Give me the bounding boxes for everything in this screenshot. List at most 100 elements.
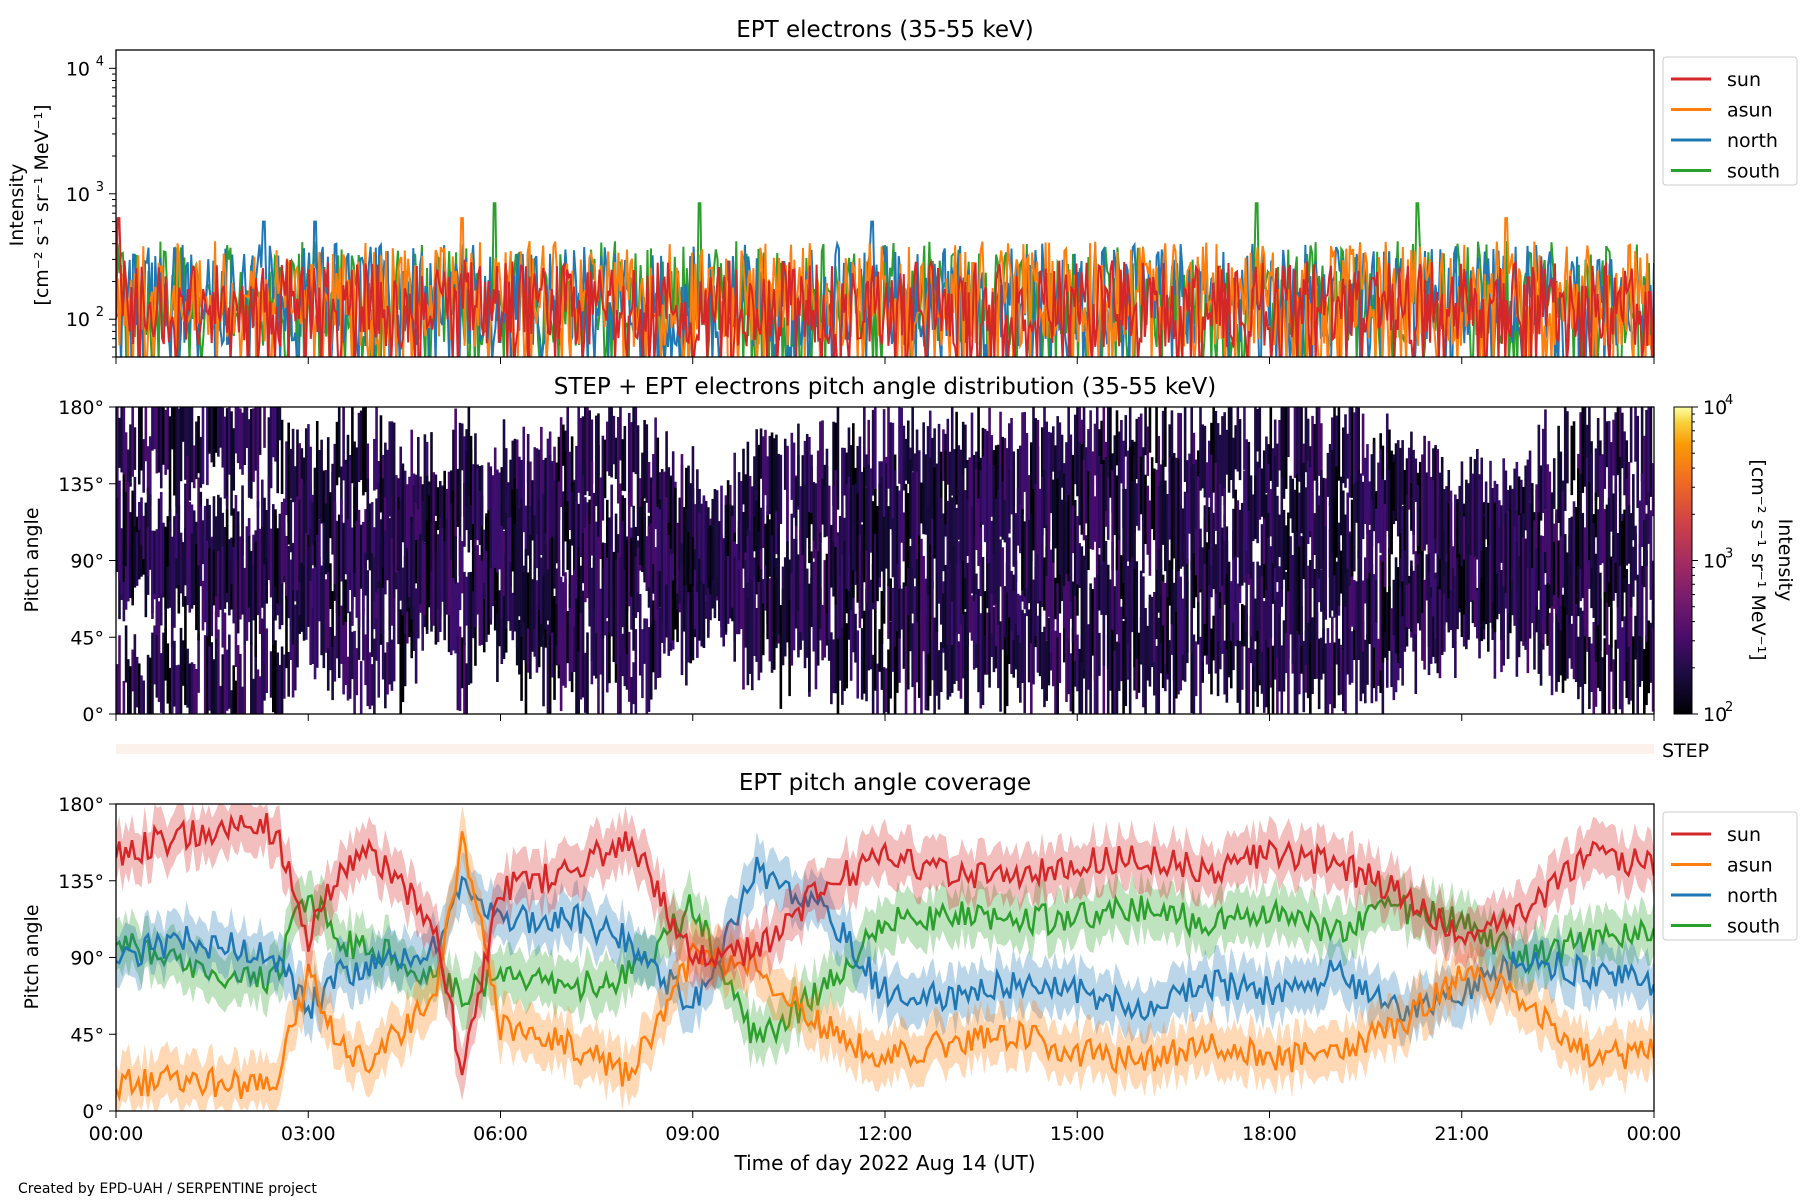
pad-heatmap-cell: [1025, 433, 1029, 534]
pad-heatmap-cell: [1019, 503, 1022, 554]
pad-heatmap-cell: [474, 433, 477, 539]
pad-heatmap-cell: [1126, 450, 1130, 562]
pad-heatmap-cell: [1324, 478, 1328, 527]
pad-heatmap-cell: [1379, 449, 1382, 553]
pad-heatmap-cell: [1084, 624, 1088, 714]
pad-heatmap-cell: [663, 502, 666, 557]
pad-heatmap-cell: [1390, 486, 1393, 555]
pad-heatmap-cell: [1095, 524, 1099, 634]
pad-heatmap-cell: [353, 486, 356, 573]
pad-heatmap-cell: [419, 533, 422, 605]
pad-heatmap-cell: [212, 659, 216, 714]
pad-heatmap-cell: [562, 491, 565, 577]
pad-heatmap-cell: [1262, 601, 1266, 713]
pad-heatmap-cell: [1243, 407, 1246, 470]
pad-heatmap-cell: [845, 623, 849, 689]
pad-heatmap-cell: [463, 571, 466, 646]
pad-heatmap-cell: [1054, 467, 1057, 549]
pad-heatmap-cell: [1016, 598, 1020, 688]
pad-heatmap-cell: [1267, 645, 1270, 714]
pad-heatmap-cell: [296, 566, 299, 668]
pad-heatmap-cell: [931, 625, 934, 681]
pad-heatmap-cell: [1574, 506, 1578, 604]
pad-heatmap-cell: [1399, 587, 1402, 669]
pad-heatmap-cell: [177, 504, 181, 585]
pad-heatmap-cell: [711, 527, 715, 580]
pad-heatmap-cell: [381, 478, 385, 568]
pad-heatmap-cell: [680, 563, 684, 676]
intensity-legend-label-north: north: [1727, 130, 1778, 152]
pad-heatmap-cell: [928, 617, 932, 696]
pad-heatmap-cell: [366, 619, 370, 707]
pad-heatmap-cell: [436, 534, 440, 609]
pad-heatmap-cell: [1372, 442, 1376, 532]
pad-heatmap-cell: [1445, 524, 1448, 598]
pad-heatmap-cell: [272, 504, 275, 617]
pad-heatmap-cell: [665, 557, 668, 638]
pad-heatmap-cell: [1008, 537, 1011, 618]
pad-heatmap-cell: [1124, 595, 1128, 707]
pad-heatmap-cell: [1148, 500, 1152, 576]
pad-heatmap-cell: [515, 488, 519, 594]
pad-heatmap-cell: [447, 593, 451, 653]
pad-heatmap-cell: [1225, 429, 1229, 475]
pad-heatmap-cell: [1645, 635, 1648, 706]
pad-heatmap-cell: [610, 547, 613, 637]
pad-heatmap-cell: [768, 578, 772, 662]
pad-heatmap-cell: [285, 441, 288, 516]
pad-heatmap-cell: [1284, 525, 1288, 570]
pad-heatmap-cell: [1298, 407, 1301, 482]
pad-heatmap-cell: [834, 583, 838, 694]
pad-heatmap-cell: [770, 531, 774, 579]
pad-heatmap-cell: [702, 532, 706, 648]
pad-heatmap-cell: [1168, 457, 1172, 540]
pad-heatmap-cell: [1159, 560, 1163, 644]
pad-heatmap-cell: [1649, 622, 1653, 683]
pad-heatmap-cell: [1342, 627, 1345, 712]
pad-heatmap-cell: [1190, 407, 1193, 491]
pad-heatmap-cell: [678, 497, 682, 570]
pad-heatmap-cell: [1473, 552, 1477, 628]
pad-heatmap-cell: [1027, 507, 1031, 604]
pad-heatmap-cell: [1179, 413, 1183, 512]
pad-heatmap-cell: [1638, 634, 1642, 687]
pad-heatmap-cell: [898, 617, 901, 683]
pad-heatmap-cell: [401, 463, 405, 543]
pad-heatmap-cell: [1515, 461, 1519, 546]
pad-heatmap-cell: [118, 635, 121, 714]
pad-heatmap-cell: [302, 534, 306, 641]
pad-heatmap-cell: [605, 421, 609, 472]
pad-heatmap-cell: [1014, 513, 1018, 582]
pad-heatmap-cell: [836, 619, 840, 714]
pad-heatmap-cell: [1295, 407, 1299, 478]
pad-heatmap-cell: [950, 407, 954, 496]
pad-heatmap-cell: [487, 510, 490, 615]
pad-heatmap-cell: [636, 425, 640, 536]
pad-heatmap-cell: [362, 521, 365, 616]
pad-heatmap-cell: [373, 557, 376, 601]
pad-heatmap-cell: [1594, 619, 1598, 707]
pad-heatmap-cell: [1207, 538, 1211, 586]
pad-heatmap-cell: [1572, 575, 1576, 680]
pad-heatmap-cell: [124, 432, 128, 525]
pad-heatmap-cell: [1205, 478, 1209, 525]
pad-heatmap-cell: [1519, 479, 1523, 522]
pad-heatmap-cell: [513, 524, 517, 596]
pad-heatmap-cell: [964, 490, 967, 579]
pad-heatmap-cell: [621, 521, 624, 628]
pad-heatmap-cell: [300, 555, 304, 632]
pad-heatmap-cell: [243, 567, 247, 645]
pad-heatmap-cell: [342, 407, 345, 481]
pad-heatmap-cell: [1093, 577, 1097, 681]
pad-heatmap-cell: [1164, 407, 1167, 467]
pad-heatmap-cell: [436, 487, 440, 530]
pad-heatmap-cell: [529, 534, 532, 643]
pad-heatmap-cell: [261, 618, 264, 714]
pad-heatmap-cell: [946, 418, 950, 485]
pad-heatmap-cell: [726, 480, 730, 572]
pad-heatmap-cell: [858, 436, 862, 549]
x-axis-label: Time of day 2022 Aug 14 (UT): [733, 1151, 1035, 1175]
pad-heatmap-cell: [1647, 407, 1651, 494]
pad-heatmap-cell: [874, 407, 877, 490]
intensity-y-tick-label: 10: [66, 309, 90, 331]
